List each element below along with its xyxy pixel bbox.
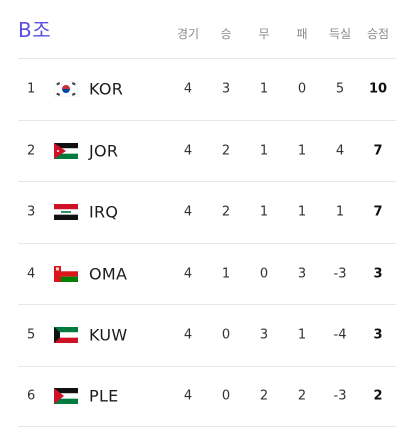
- points-value: 2: [373, 388, 383, 404]
- team-name: IRQ: [89, 202, 119, 222]
- goal-diff-value: 1: [335, 204, 345, 220]
- lost-value: 2: [297, 388, 307, 404]
- goal-diff-value: -3: [333, 388, 347, 404]
- lost-value: 1: [297, 204, 307, 220]
- played-value: 4: [183, 327, 193, 343]
- points-value: 7: [373, 143, 383, 159]
- iraq-flag-icon: [54, 204, 78, 221]
- kuwait-flag-icon: [54, 327, 78, 344]
- won-value: 2: [221, 204, 231, 220]
- col-played-header: 경기: [176, 27, 200, 41]
- rank: 4: [27, 266, 36, 282]
- lost-value: 1: [297, 327, 307, 343]
- group-title: B조: [18, 18, 52, 42]
- table-row[interactable]: 6 PLE 4 0 2 2 -3 2: [18, 365, 396, 427]
- table-row[interactable]: 3 IRQ 4 2 1 1 1 7: [18, 181, 396, 243]
- won-value: 0: [221, 327, 231, 343]
- table-row[interactable]: 5 KUW 4 0 3 1 -4 3: [18, 304, 396, 366]
- played-value: 4: [183, 81, 193, 97]
- points-value: 3: [373, 266, 383, 282]
- points-value: 3: [373, 327, 383, 343]
- points-value: 10: [368, 81, 388, 97]
- col-won-header: 승: [220, 27, 232, 41]
- jordan-flag-icon: [54, 142, 78, 159]
- col-lost-header: 패: [296, 27, 308, 41]
- goal-diff-value: -4: [333, 327, 347, 343]
- draw-value: 1: [259, 204, 269, 220]
- table-row[interactable]: 2 JOR 4 2 1 1 4 7: [18, 119, 396, 182]
- played-value: 4: [183, 204, 193, 220]
- palestine-flag-icon: [54, 388, 78, 405]
- draw-value: 1: [259, 81, 269, 97]
- col-draw-header: 무: [258, 27, 270, 41]
- goal-diff-value: -3: [333, 266, 347, 282]
- oman-flag-icon: [54, 265, 78, 282]
- table-header: B조 경기 승 무 패 득실 승점: [0, 0, 415, 58]
- draw-value: 2: [259, 388, 269, 404]
- lost-value: 3: [297, 266, 307, 282]
- rank: 1: [27, 81, 36, 97]
- goal-diff-value: 5: [335, 81, 345, 97]
- team-name: JOR: [89, 141, 119, 161]
- won-value: 0: [221, 388, 231, 404]
- team-name: PLE: [89, 386, 119, 406]
- draw-value: 0: [259, 266, 269, 282]
- rank: 6: [27, 388, 36, 404]
- draw-value: 3: [259, 327, 269, 343]
- lost-value: 1: [297, 143, 307, 159]
- rank: 5: [27, 327, 36, 343]
- points-value: 7: [373, 204, 383, 220]
- won-value: 3: [221, 81, 231, 97]
- played-value: 4: [183, 143, 193, 159]
- rank: 3: [27, 204, 36, 220]
- won-value: 1: [221, 266, 231, 282]
- korea-flag-icon: [54, 81, 78, 98]
- standings-table: 1 KOR 4 3 1 0 5 10 2 JOR: [18, 58, 396, 427]
- played-value: 4: [183, 388, 193, 404]
- lost-value: 0: [297, 81, 307, 97]
- rank: 2: [27, 143, 36, 159]
- draw-value: 1: [259, 143, 269, 159]
- team-name: KOR: [89, 79, 124, 99]
- col-pts-header: 승점: [366, 27, 390, 41]
- goal-diff-value: 4: [335, 143, 345, 159]
- table-row[interactable]: 1 KOR 4 3 1 0 5 10: [18, 58, 396, 120]
- team-name: OMA: [89, 264, 128, 284]
- col-gd-header: 득실: [328, 27, 352, 41]
- table-row[interactable]: 4 OMA 4 1 0 3 -3 3: [18, 242, 396, 305]
- played-value: 4: [183, 266, 193, 282]
- team-name: KUW: [89, 325, 128, 345]
- won-value: 2: [221, 143, 231, 159]
